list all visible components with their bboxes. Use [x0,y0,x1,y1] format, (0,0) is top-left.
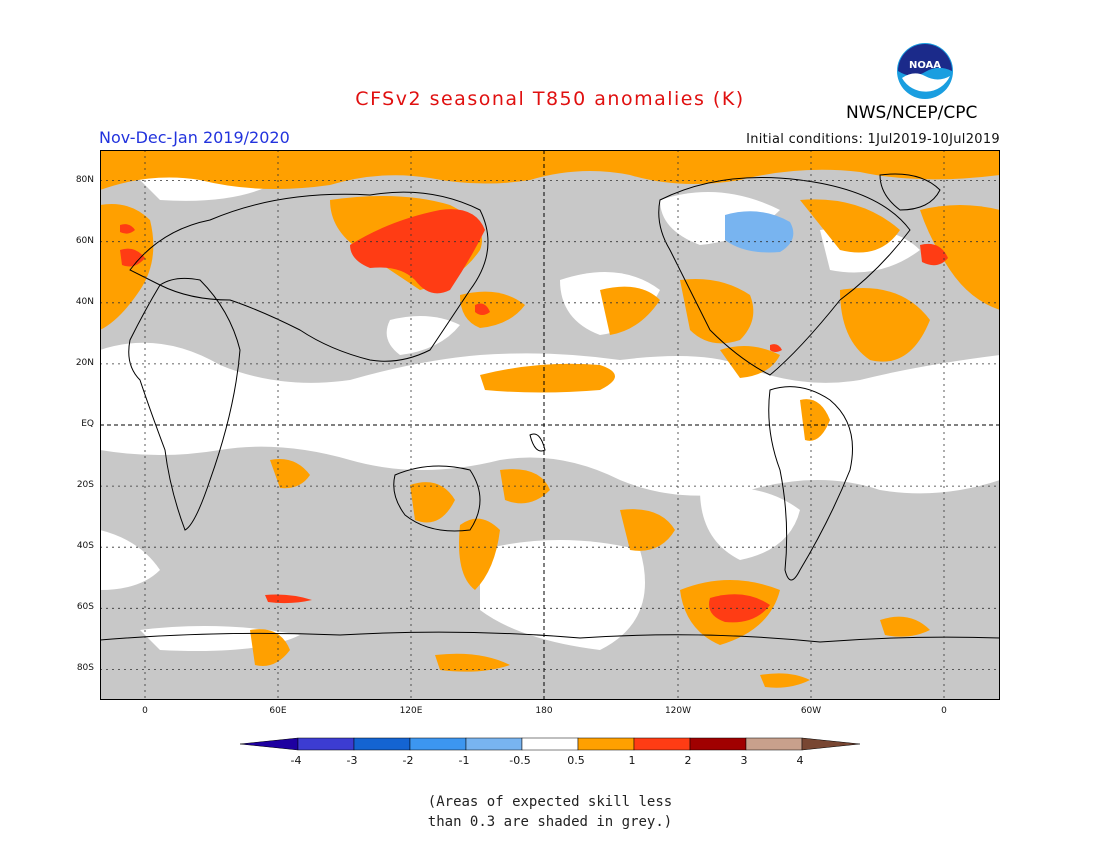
anomaly-map [100,150,1000,700]
coastlines [100,173,1000,643]
lat-label: 40S [76,541,94,551]
lon-label: 60E [269,706,287,716]
colorbar-label: 3 [740,754,748,767]
agency-label: NWS/NCEP/CPC [846,103,978,123]
colorbar-label: 2 [684,754,692,767]
lat-lon-grid [100,150,1000,700]
lat-label: 80N [75,175,94,185]
colorbar-label: 4 [796,754,804,767]
colorbar-segment [409,737,467,751]
colorbar-segment [465,737,523,751]
noaa-logo-icon: NOAA [897,43,953,99]
blue-anomaly-region [725,211,794,253]
initial-conditions: Initial conditions: 1Jul2019-10Jul2019 [746,132,1000,147]
colorbar-label: -1 [458,754,470,767]
colorbar-segment [521,737,579,751]
orange-anomaly-regions [100,150,1000,688]
skill-note-line2: than 0.3 are shaded in grey.) [427,814,673,830]
lat-label: 60N [75,236,94,246]
lon-label: 0 [941,706,947,716]
map-title: CFSv2 seasonal T850 anomalies (K) [355,88,745,110]
lat-label: EQ [81,419,94,429]
skill-note: (Areas of expected skill less than 0.3 a… [0,792,1100,832]
lon-label: 120W [664,706,692,716]
lat-label: 40N [75,297,94,307]
equator-dateline [100,150,1000,700]
svg-text:NOAA: NOAA [909,60,941,71]
lon-label: 60W [800,706,822,716]
lat-label: 20N [75,358,94,368]
map-frame [100,150,1000,700]
lon-label: 0 [142,706,148,716]
lat-label: 60S [76,602,94,612]
lat-label: 80S [76,663,94,673]
skill-note-line1: (Areas of expected skill less [427,794,673,810]
colorbar-label: -3 [346,754,358,767]
lat-label: 20S [76,480,94,490]
colorbar-segment [297,737,355,751]
red-anomaly-regions [120,209,948,623]
forecast-period: Nov-Dec-Jan 2019/2020 [99,128,290,147]
colorbar-label: -0.5 [509,754,531,767]
colorbar-label: -4 [290,754,302,767]
colorbar-segment [577,737,635,751]
colorbar-segment [745,737,803,751]
colorbar-label: 0.5 [567,754,585,767]
colorbar [240,737,861,751]
colorbar-label: 1 [628,754,636,767]
lon-label: 180 [535,706,553,716]
lon-label: 120E [399,706,423,716]
colorbar-segment [633,737,691,751]
colorbar-segment [689,737,747,751]
colorbar-label: -2 [402,754,414,767]
colorbar-segment [801,737,861,751]
colorbar-segment [353,737,411,751]
colorbar-segment [240,737,299,751]
